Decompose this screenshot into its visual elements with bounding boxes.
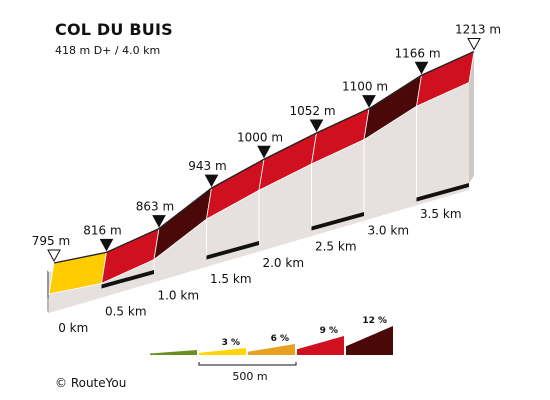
legend-label: 9 % <box>320 326 338 336</box>
legend-label: 12 % <box>362 316 387 326</box>
elevation-label: 816 m <box>83 223 121 237</box>
elevation-label: 1166 m <box>394 46 440 60</box>
elevation-label: 863 m <box>136 200 174 214</box>
distance-tick-label: 0 km <box>58 321 88 335</box>
elevation-label: 1213 m <box>455 22 501 36</box>
profile-top-outline <box>53 50 475 264</box>
distance-tick-label: 3.0 km <box>367 223 409 237</box>
km-scale-mark <box>101 269 154 289</box>
elevation-label: 1052 m <box>289 104 335 118</box>
elevation-label: 795 m <box>32 234 70 248</box>
legend-label: 3 % <box>222 338 240 348</box>
distance-tick-label: 0.5 km <box>105 305 147 319</box>
elevation-marker <box>204 174 219 188</box>
elevation-label: 1100 m <box>342 80 388 94</box>
legend-swatch <box>297 336 344 355</box>
distance-tick-label: 2.5 km <box>315 240 357 254</box>
chart-subtitle: 418 m D+ / 4.0 km <box>55 44 161 57</box>
distance-tick-label: 2.0 km <box>262 256 304 270</box>
elevation-marker <box>309 119 324 133</box>
profile-start-wall <box>47 270 49 299</box>
km-scale-mark <box>416 182 469 202</box>
legend-label: 6 % <box>271 334 289 344</box>
distance-tick-label: 3.5 km <box>420 207 462 221</box>
elevation-marker <box>152 215 166 228</box>
legend-scale-label: 500 m <box>232 370 267 383</box>
distance-tick-label: 1.5 km <box>210 272 252 286</box>
legend-swatch <box>248 344 295 355</box>
legend-swatch <box>346 326 393 355</box>
elevation-marker <box>362 95 376 108</box>
elevation-marker <box>414 61 429 75</box>
legend-swatch <box>150 350 197 355</box>
elevation-marker <box>467 37 481 51</box>
chart-title: COL DU BUIS <box>55 20 173 39</box>
elevation-label: 943 m <box>188 159 226 173</box>
legend-swatch <box>199 348 246 355</box>
distance-tick-label: 1.0 km <box>157 288 199 302</box>
legend-scale-bracket <box>198 362 297 366</box>
elevation-label: 1000 m <box>237 130 283 144</box>
elevation-marker <box>99 238 114 252</box>
elevation-marker <box>47 249 61 263</box>
copyright-notice: © RouteYou <box>55 376 127 390</box>
profile-end-wall <box>469 51 474 183</box>
km-scale-mark <box>311 211 364 231</box>
km-scale-mark <box>206 240 259 260</box>
elevation-marker <box>257 145 271 159</box>
